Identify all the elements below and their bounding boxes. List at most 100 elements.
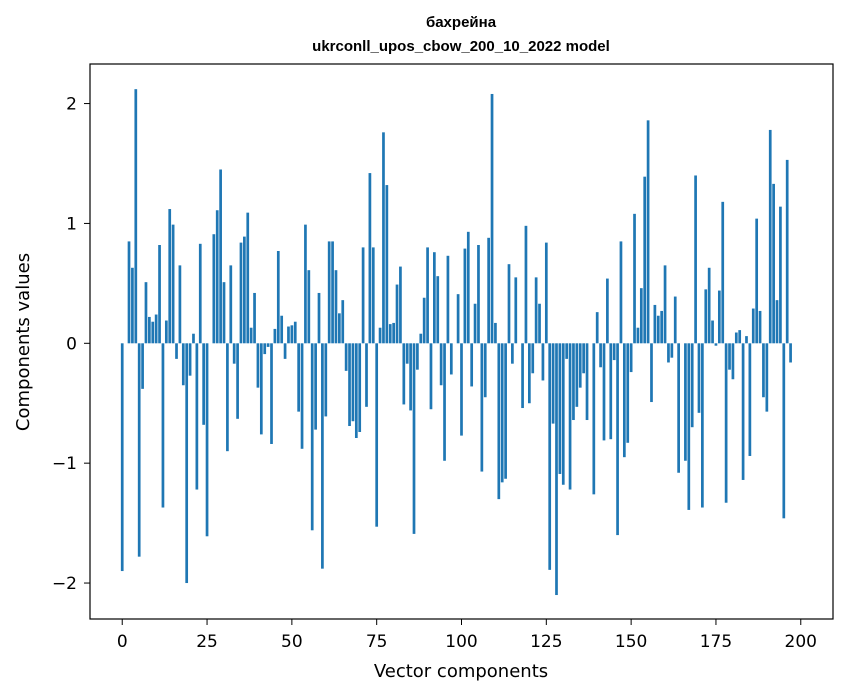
bar-72 — [365, 343, 368, 407]
bar-118 — [521, 343, 524, 409]
bar-139 — [592, 343, 596, 495]
bar-83 — [402, 343, 406, 405]
y-tick-label: 1 — [66, 214, 77, 234]
bar-111 — [497, 343, 501, 500]
bar-28 — [215, 210, 219, 344]
bar-186 — [751, 308, 755, 344]
bar-44 — [270, 343, 273, 444]
bar-76 — [378, 327, 382, 344]
bar-51 — [293, 321, 297, 344]
bar-93 — [436, 276, 440, 344]
bar-82 — [399, 266, 402, 344]
bar-58 — [317, 292, 321, 344]
bar-97 — [449, 343, 453, 375]
bar-167 — [687, 343, 691, 510]
bar-9 — [151, 321, 155, 344]
y-tick-label: 2 — [66, 95, 77, 115]
bar-29 — [219, 169, 222, 344]
bar-155 — [646, 120, 650, 344]
bar-185 — [748, 343, 752, 456]
y-tick-label: 0 — [66, 334, 77, 354]
bar-13 — [164, 320, 168, 344]
bar-115 — [511, 343, 514, 364]
bar-144 — [609, 343, 613, 440]
bar-134 — [575, 343, 579, 407]
bar-143 — [606, 278, 609, 344]
bar-109 — [490, 93, 494, 344]
bar-151 — [633, 213, 636, 344]
bar-67 — [348, 343, 351, 427]
bar-141 — [599, 343, 602, 368]
bar-135 — [578, 343, 582, 388]
bar-140 — [595, 312, 599, 344]
bar-100 — [460, 343, 463, 436]
bar-42 — [263, 343, 267, 355]
bar-87 — [416, 343, 419, 370]
bar-127 — [551, 343, 555, 424]
bar-176 — [717, 290, 721, 344]
bar-5 — [137, 343, 141, 557]
bar-81 — [395, 284, 399, 344]
bar-116 — [514, 277, 518, 344]
bar-53 — [300, 343, 304, 449]
bar-11 — [158, 245, 161, 344]
bar-25 — [205, 343, 209, 537]
bar-64 — [338, 313, 341, 344]
bar-71 — [361, 247, 365, 344]
bar-14 — [168, 209, 172, 344]
bar-169 — [694, 175, 697, 344]
bar-10 — [154, 314, 158, 344]
bar-2 — [127, 241, 131, 344]
bar-68 — [351, 343, 355, 422]
bar-77 — [382, 132, 385, 344]
x-tick-label: 0 — [117, 632, 128, 652]
bar-174 — [711, 320, 714, 344]
bar-49 — [287, 326, 290, 344]
bar-43 — [266, 343, 270, 347]
bar-65 — [341, 300, 345, 344]
bar-184 — [745, 336, 748, 344]
chart-subtitle: ukrconll_upos_cbow_200_10_2022 model — [312, 38, 610, 55]
bar-41 — [259, 343, 263, 435]
y-axis-label: Components values — [13, 253, 34, 431]
bar-99 — [456, 294, 460, 344]
bar-107 — [483, 343, 487, 398]
bar-190 — [765, 343, 769, 412]
bar-166 — [684, 343, 687, 461]
bar-124 — [541, 343, 545, 381]
x-tick-label: 50 — [281, 632, 303, 652]
bar-130 — [561, 343, 565, 485]
bar-57 — [314, 343, 317, 430]
bar-88 — [419, 333, 423, 344]
bar-147 — [619, 241, 623, 344]
bar-3 — [131, 267, 134, 344]
bar-74 — [371, 247, 375, 344]
bar-50 — [290, 325, 294, 344]
bar-162 — [670, 343, 674, 358]
bar-119 — [524, 225, 528, 344]
bar-153 — [639, 288, 643, 344]
bar-17 — [178, 265, 182, 344]
bar-55 — [307, 270, 311, 344]
bar-62 — [331, 241, 334, 344]
bar-69 — [354, 343, 358, 438]
bar-168 — [690, 343, 694, 428]
bar-61 — [327, 241, 331, 344]
bar-126 — [548, 343, 552, 570]
bar-114 — [507, 264, 511, 344]
bar-150 — [629, 343, 633, 373]
bar-179 — [728, 343, 731, 370]
x-tick-label: 100 — [445, 632, 477, 652]
bar-121 — [531, 343, 535, 374]
bar-104 — [473, 303, 477, 344]
bar-32 — [229, 265, 233, 344]
bar-193 — [775, 300, 779, 344]
bar-90 — [426, 247, 429, 344]
bar-148 — [622, 343, 626, 458]
x-axis-label: Vector components — [374, 661, 548, 682]
bar-106 — [480, 343, 484, 472]
bar-149 — [626, 343, 630, 443]
bar-52 — [297, 343, 300, 412]
bar-4 — [134, 89, 138, 344]
bar-145 — [612, 343, 616, 361]
